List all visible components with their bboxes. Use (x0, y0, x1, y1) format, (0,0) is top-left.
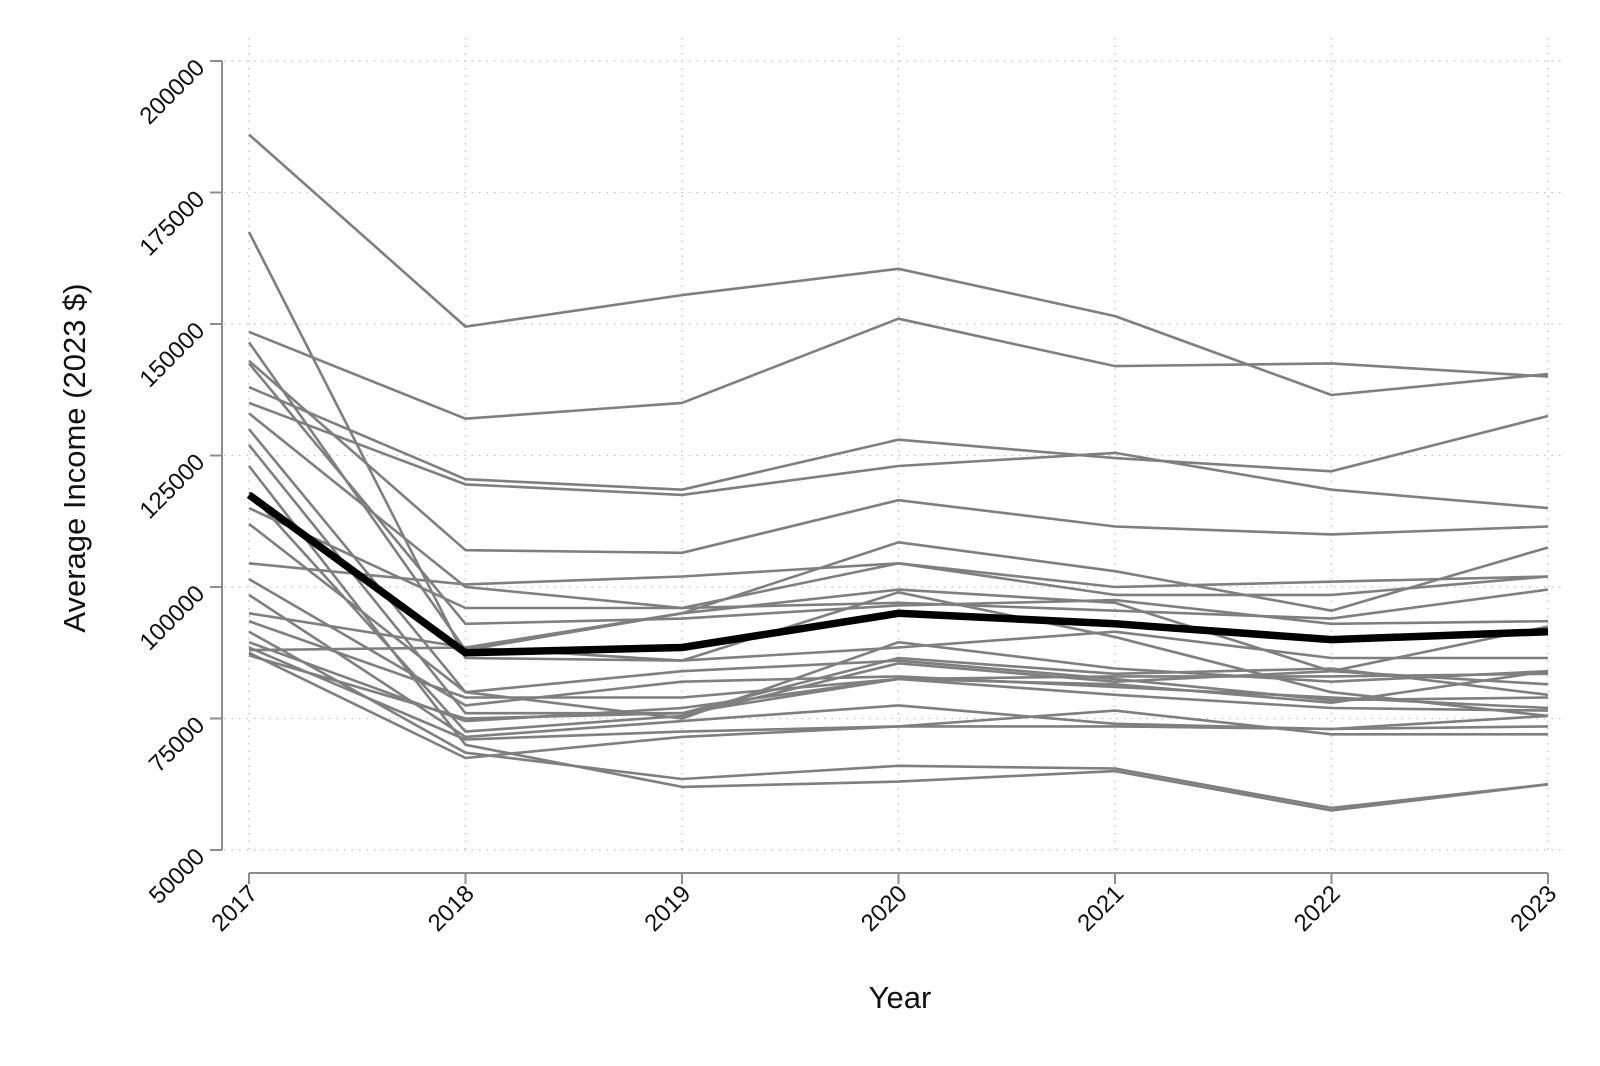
series-line (248, 362, 1549, 626)
x-tick-label: 2020 (856, 880, 913, 937)
x-tick-label: 2017 (206, 880, 263, 937)
series-line (248, 630, 1548, 662)
y-axis-title: Average Income (2023 $) (57, 283, 92, 632)
x-tick-label: 2019 (639, 880, 696, 937)
series-line (248, 651, 1549, 760)
series-layer (247, 133, 1549, 812)
x-tick-label: 2022 (1289, 880, 1346, 937)
series-line (248, 401, 1549, 510)
y-tick-label: 200000 (135, 54, 211, 130)
series-line (248, 359, 1549, 555)
x-tick-label: 2021 (1072, 880, 1129, 937)
series-line (248, 640, 1549, 723)
y-tick-label: 125000 (135, 449, 211, 525)
grid-layer (224, 38, 1565, 854)
y-tick-label: 175000 (135, 186, 211, 262)
series-line (248, 133, 1549, 397)
series-line (247, 231, 1549, 718)
highlight-layer (246, 491, 1549, 657)
series-line (248, 654, 1549, 720)
series-line (248, 491, 1549, 733)
tick-layer: 50000 75000 100000 125000 150000 175000 200000… (135, 54, 1563, 937)
x-axis-title: Year (869, 980, 932, 1015)
series-line (248, 506, 1549, 620)
series-line (248, 561, 1549, 589)
highlight-series-line (246, 491, 1549, 657)
series-line (247, 465, 1549, 812)
series-line (248, 317, 1549, 421)
y-tick-label: 50000 (144, 843, 210, 909)
series-line (248, 522, 1549, 702)
y-tick-label: 75000 (144, 712, 210, 778)
series-line (248, 630, 1549, 810)
y-tick-label: 150000 (135, 317, 211, 393)
series-line (248, 577, 1549, 710)
series-line (248, 385, 1549, 492)
y-tick-label: 100000 (135, 580, 211, 656)
x-tick-label: 2023 (1505, 880, 1562, 937)
x-tick-label: 2018 (423, 880, 480, 937)
